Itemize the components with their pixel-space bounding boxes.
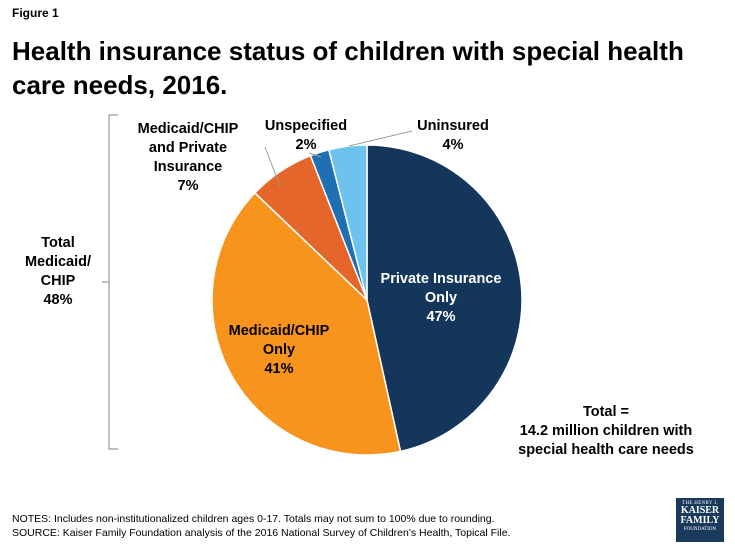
medicaid-bracket (102, 114, 118, 450)
leader-line-unspecified (308, 152, 322, 158)
source-text: SOURCE: Kaiser Family Foundation analysi… (12, 527, 511, 539)
label-private-insurance: Private Insurance Only 47% (380, 271, 502, 325)
logo-line-3: FAMILY (680, 515, 720, 526)
leader-line-combined (264, 146, 281, 187)
total-note: Total = 14.2 million children with speci… (518, 404, 694, 458)
label-medicaid-and-private: Medicaid/CHIP and Private Insurance 7% (137, 121, 239, 194)
logo-line-4: FOUNDATION (683, 527, 717, 532)
pie-slice-uninsured (327, 144, 368, 301)
kff-logo: THE HENRY J. KAISER FAMILY FOUNDATION (676, 498, 724, 542)
logo-line-1: THE HENRY J. (682, 501, 718, 506)
notes-block: NOTES: Includes non-institutionalized ch… (12, 512, 510, 540)
label-unspecified: Unspecified 2% (264, 118, 348, 153)
pie-slice-private-insurance-only (366, 144, 523, 453)
figure-label: Figure 1 (12, 6, 59, 20)
leader-line-uninsured (348, 130, 413, 147)
label-medicaid-only: Medicaid/CHIP Only 41% (228, 323, 330, 377)
pie-slice-medicaid-chip-only (211, 191, 402, 456)
notes-text: NOTES: Includes non-institutionalized ch… (12, 513, 495, 525)
label-uninsured: Uninsured 4% (417, 118, 489, 153)
chart-title: Health insurance status of children with… (12, 36, 684, 100)
logo-line-2: KAISER (680, 505, 720, 516)
label-total-medicaid-chip: Total Medicaid/ CHIP 48% (24, 235, 92, 308)
